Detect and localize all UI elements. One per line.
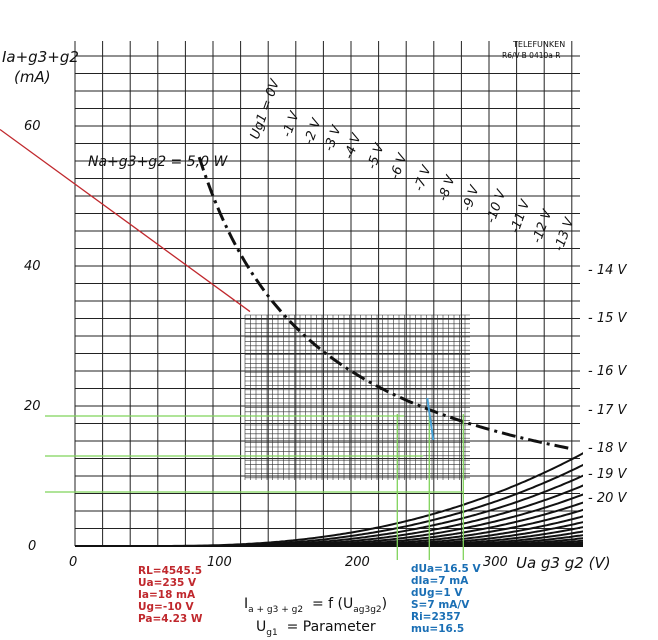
formula-i-sub: a + g3 + g2 — [248, 604, 304, 615]
curve-label-1: -1 V — [280, 109, 303, 140]
curve-label-14: - 14 V — [588, 263, 627, 278]
curve-label-2: -2 V — [302, 116, 325, 147]
y-axis-title: Ia+g3+g2 — [2, 48, 79, 66]
curves — [75, 452, 583, 547]
formula2-u: U — [256, 619, 267, 635]
note-rl: RL=4545.5 — [138, 565, 203, 577]
curve-label-18: - 18 V — [588, 441, 627, 456]
note-dug: dUg=1 V — [411, 587, 463, 599]
y-axis-unit: (mA) — [14, 68, 51, 86]
curve-label-3: -3 V — [322, 123, 345, 154]
brand-line-1: TELEFUNKEN — [512, 40, 565, 49]
note-mu: mu=16.5 — [411, 623, 465, 635]
y-tick-0: 0 — [28, 539, 36, 554]
curve-label-16: - 16 V — [588, 364, 627, 379]
curve-label-20: - 20 V — [588, 491, 627, 506]
note-ia: Ia=18 mA — [138, 589, 196, 601]
axes: 0 100 200 300 0 20 40 60 — [24, 119, 508, 570]
note-s: S=7 mA/V — [411, 599, 470, 611]
formula2-param: = Parameter — [286, 619, 376, 635]
x-tick-1: 100 — [207, 555, 232, 570]
curve-label-12: -12 V — [530, 207, 556, 245]
operating-point-notes: RL=4545.5 Ua=235 V Ia=18 mA Ug=-10 V Pa=… — [138, 565, 202, 625]
fine-grid — [244, 314, 470, 480]
curve-label-6: -6 V — [388, 151, 411, 182]
formula-parameter: Ug1 = Parameter — [256, 619, 376, 638]
y-tick-1: 20 — [24, 399, 41, 414]
formula-u-sub: ag3g2 — [353, 604, 382, 615]
power-curve-label: Na+g3+g2 = 5,0 W — [88, 154, 228, 170]
curve-label-10: -10 V — [484, 187, 510, 225]
curve-label-9: -9 V — [460, 183, 483, 214]
y-tick-2: 40 — [24, 259, 41, 274]
curve-label-11: -11 V — [508, 197, 534, 235]
formula2-sub: g1 — [266, 627, 278, 638]
curve-label-13: -13 V — [552, 215, 578, 253]
power-dissipation-curve — [197, 156, 573, 451]
x-tick-3: 300 — [483, 555, 508, 570]
note-dua: dUa=16.5 V — [411, 563, 481, 575]
note-dia: dIa=7 mA — [411, 575, 469, 587]
curve-label-4: -4 V — [342, 131, 365, 162]
x-axis-title: Ua g3 g2 (V) — [516, 554, 611, 572]
operating-point-helpers — [45, 397, 464, 560]
slope-marker — [426, 397, 435, 441]
note-pa: Pa=4.23 W — [138, 613, 203, 625]
note-ri: Ri=2357 — [411, 611, 461, 623]
x-tick-2: 200 — [345, 555, 370, 570]
curve-label-15: - 15 V — [588, 311, 627, 326]
y-tick-3: 60 — [24, 119, 41, 134]
curve-label-17: - 17 V — [588, 403, 627, 418]
note-ug: Ug=-10 V — [138, 601, 194, 613]
x-tick-0: 0 — [69, 555, 77, 570]
small-signal-notes: dUa=16.5 V dIa=7 mA dUg=1 V S=7 mA/V Ri=… — [411, 563, 481, 635]
formula-close: ) — [381, 596, 388, 612]
note-ua: Ua=235 V — [138, 577, 197, 589]
formula-i: I — [244, 596, 249, 612]
formula-current: Ia + g3 + g2 = f (Uag3g2) — [244, 596, 387, 615]
curve-label-5: -5 V — [365, 141, 388, 172]
curve-label-19: - 19 V — [588, 467, 627, 482]
brand-line-2: R6/V-B 0410a R — [502, 51, 560, 60]
curve-label-8: -8 V — [436, 173, 459, 204]
formula-f: = f (U — [311, 596, 354, 612]
load-line — [0, 128, 251, 313]
curve-3 — [75, 484, 583, 547]
